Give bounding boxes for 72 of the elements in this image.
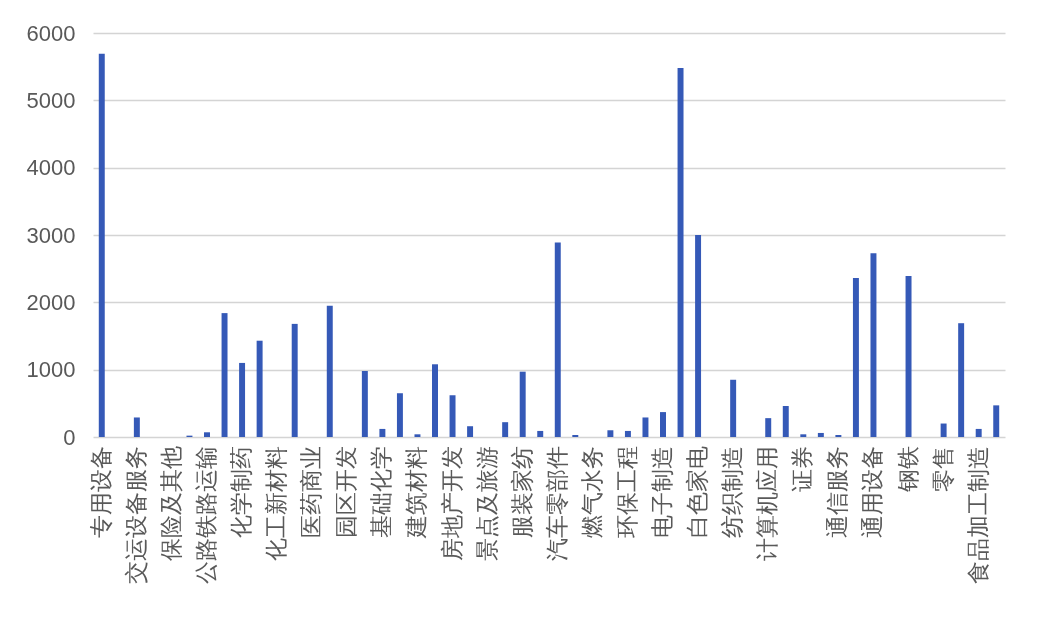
x-tick-label: 房地产开发 [438,445,465,561]
bar [642,417,649,437]
bar [204,432,210,437]
x-tick-label: 环保工程 [613,445,640,538]
bar [624,430,631,437]
x-tick-label: 通用设备 [859,445,886,538]
bar [765,418,772,437]
x-tick-label: 园区开发 [333,445,360,538]
x-tick-label: 证券 [789,445,816,492]
x-tick-label: 食品加工制造 [964,445,991,584]
bar [98,53,105,437]
x-tick-label: 零售 [929,445,956,492]
bar [221,313,228,437]
bar [800,434,807,437]
x-tick-label: 保险及其他 [157,445,184,561]
x-tick-label: 白色家电 [684,445,711,538]
y-tick-label: 0 [63,424,76,450]
x-tick-label: 专用设备 [87,445,114,538]
x-tick-label: 景点及旅游 [473,445,500,561]
x-tick-label: 燃气水务 [578,445,605,538]
bar [502,422,509,437]
bar [940,423,947,437]
bar [677,68,684,437]
bar [326,305,333,437]
x-tick-label: 电子制造 [649,445,675,538]
y-tick-label: 6000 [26,20,76,46]
x-tick-label: 汽车零部件 [543,445,570,561]
x-tick-label: 计算机应用 [754,445,781,561]
x-tick-label: 通信服务 [824,445,851,538]
bar [133,417,140,437]
bar [852,278,859,437]
bar [870,253,877,437]
bar [379,428,386,437]
bar [256,340,263,437]
x-tick-label: 建筑材料 [403,445,430,539]
bar [554,242,561,437]
bar [519,371,526,437]
bar [607,430,614,437]
bar [660,412,666,437]
bar [993,405,1000,437]
bar [572,434,579,437]
bar [361,371,368,437]
bar [449,395,456,437]
bar [414,434,421,437]
bar [782,406,789,437]
x-tick-label: 纺织制造 [719,445,746,538]
x-tick-label: 化学制药 [228,445,255,538]
bar [958,323,965,437]
bar [432,364,438,437]
y-tick-label: 2000 [26,289,76,315]
y-tick-label: 5000 [26,87,76,113]
bar [291,323,298,437]
bar [239,362,246,437]
x-tick-label: 钢铁 [894,445,921,493]
x-tick-label: 公路铁路运输 [193,445,219,584]
y-tick-label: 1000 [26,357,76,383]
x-tick-label: 服装家纺 [508,445,535,538]
x-tick-label: 医药商业 [298,445,325,538]
y-tick-label: 4000 [26,155,76,181]
bar [817,432,824,437]
bar [975,428,982,437]
bar [730,379,737,437]
bar [396,393,403,437]
bar [537,430,544,437]
bar [905,276,912,437]
x-tick-label: 基础化学 [368,445,395,538]
x-tick-label: 交运设备服务 [122,445,149,584]
bar [695,235,702,437]
bar [835,434,842,437]
y-tick-label: 3000 [26,222,76,248]
x-tick-label: 化工新材料 [263,445,290,561]
bar [467,426,474,437]
